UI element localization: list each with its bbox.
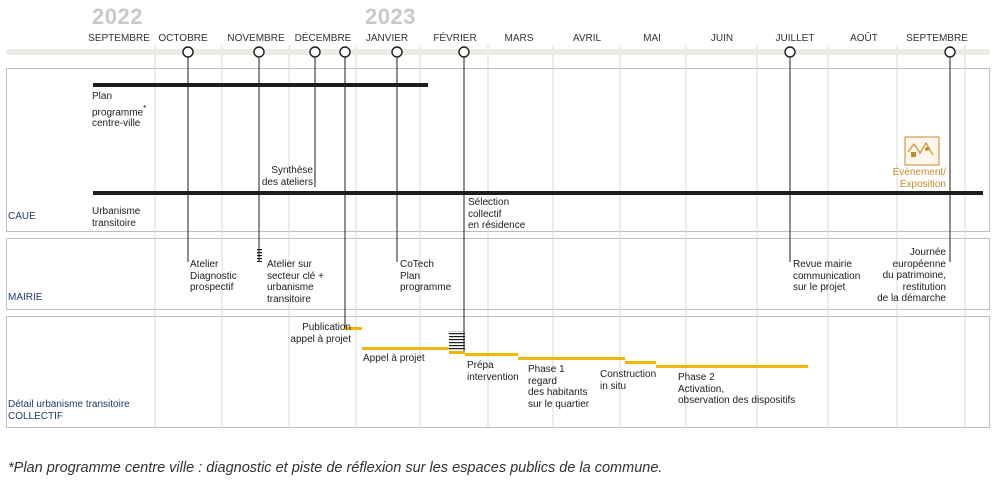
label-selection: Sélection collectif en résidence — [468, 197, 526, 231]
band-label-caue: CAUE — [8, 211, 36, 222]
label-atelier-secteur: Atelier sur secteur clé + urbanisme tran… — [267, 259, 324, 305]
month-label: MAI — [643, 33, 661, 44]
label-prepa-intervention: Prépa intervention — [467, 360, 519, 383]
month-label: NOVEMBRE — [227, 33, 285, 44]
month-label: MARS — [504, 33, 534, 44]
label-phase1: Phase 1 regard des habitants sur le quar… — [528, 364, 590, 410]
band-label-mairie: MAIRIE — [8, 292, 43, 303]
band-collectif — [6, 316, 990, 428]
label-construction: Construction in situ — [600, 369, 657, 392]
label-atelier-diagnostic: Atelier Diagnostic prospectif — [190, 259, 237, 293]
label-appel-projet: Appel à projet — [363, 353, 425, 364]
label-synthese: Synthèse des ateliers — [261, 165, 313, 188]
label-publication: Publication appel à projet — [290, 322, 351, 345]
month-label: JANVIER — [365, 33, 409, 44]
year-2023: 2023 — [365, 4, 416, 29]
event-icon — [904, 136, 940, 166]
band-mairie — [6, 238, 990, 310]
label-urbanisme-transitoire: Urbanisme transitoire — [92, 206, 141, 229]
month-label: DÉCEMBRE — [294, 33, 352, 44]
milestone-stems — [187, 57, 951, 352]
collectif-bars — [345, 327, 808, 368]
label-evenement: Évènement/ Exposition — [892, 167, 946, 190]
month-label: SEPTEMBRE — [88, 33, 150, 44]
month-label: SEPTEMBRE — [906, 33, 968, 44]
month-label: AVRIL — [572, 33, 602, 44]
label-journee-patrimoine: Journée européenne du patrimoine, restit… — [877, 247, 946, 304]
plan-programme-bar — [93, 83, 428, 87]
band-label-collectif: COLLECTIF — [8, 411, 64, 422]
month-label: OCTOBRE — [158, 33, 208, 44]
month-label: AOÛT — [850, 33, 878, 44]
band-label-collectif-detail: Détail urbanisme transitoire — [8, 399, 130, 410]
month-label: JUILLET — [775, 33, 815, 44]
hatch-marker-atelier — [257, 249, 262, 262]
hatch-marker-selection — [449, 331, 465, 351]
year-2022: 2022 — [92, 4, 143, 29]
month-label: JUIN — [710, 33, 734, 44]
band-caue — [6, 68, 990, 232]
timeline-bar — [6, 49, 990, 55]
month-label: FÉVRIER — [433, 33, 477, 44]
urbanisme-transitoire-bar — [93, 191, 983, 195]
label-revue-mairie: Revue mairie communication sur le projet — [793, 259, 861, 293]
label-phase2: Phase 2 Activation, observation des disp… — [678, 372, 796, 406]
label-cotech: CoTech Plan programme — [400, 259, 452, 293]
month-gridlines — [154, 45, 966, 428]
milestone-markers — [182, 46, 956, 58]
footnote: *Plan programme centre ville : diagnosti… — [8, 460, 663, 476]
label-plan-programme: Plan programme* centre-ville — [92, 91, 147, 130]
